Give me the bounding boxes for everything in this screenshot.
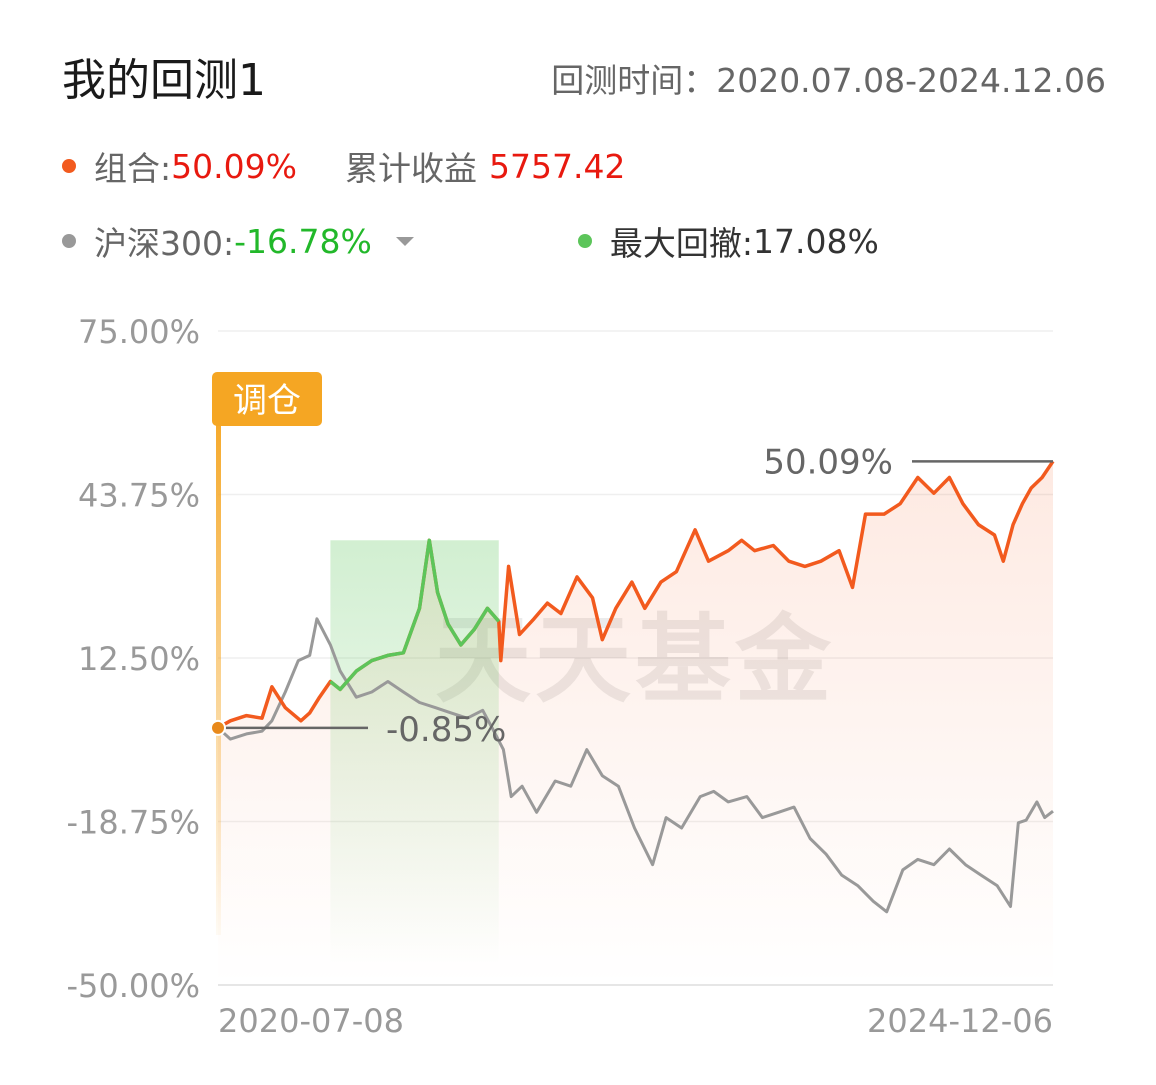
y-tick-label: 75.00% xyxy=(78,313,200,351)
start-point-dot xyxy=(210,719,226,736)
portfolio-value: 50.09% xyxy=(171,146,297,186)
drawdown-label: 最大回撤: xyxy=(609,224,753,263)
legend-row-benchmark: 沪深300: -16.78% 最大回撤: 17.08% xyxy=(62,217,879,265)
start-value-label: -0.85% xyxy=(386,710,506,750)
end-value-label: 50.09% xyxy=(763,442,893,482)
legend-row-portfolio: 组合: 50.09% 累计收益 5757.42 xyxy=(62,142,625,190)
rebalance-tag xyxy=(212,372,322,426)
y-tick-label: 43.75% xyxy=(78,477,200,515)
x-tick-label: 2020-07-08 xyxy=(218,1002,404,1040)
y-tick-label: -50.00% xyxy=(66,967,200,1005)
rebalance-marker-bar xyxy=(216,400,221,935)
cumulative-label: 累计收益 xyxy=(344,149,477,188)
drawdown-dot-icon xyxy=(577,234,592,248)
benchmark-line xyxy=(216,617,1054,914)
backtest-range: 回测时间：2020.07.08-2024.12.06 xyxy=(551,54,1106,102)
y-tick-label: -18.75% xyxy=(66,804,200,842)
page-title: 我的回测1 xyxy=(62,55,266,106)
range-value: 2020.07.08-2024.12.06 xyxy=(716,61,1106,100)
benchmark-dropdown-caret-icon[interactable] xyxy=(395,236,414,246)
range-label: 回测时间： xyxy=(551,61,717,100)
max-drawdown-band xyxy=(330,540,499,965)
rebalance-tag-label: 调仓 xyxy=(233,381,301,421)
drawdown-value: 17.08% xyxy=(752,221,879,261)
benchmark-dot-icon xyxy=(62,234,76,248)
y-tick-label: 12.50% xyxy=(78,640,200,678)
cumulative-value: 5757.42 xyxy=(488,146,626,186)
x-tick-label: 2024-12-06 xyxy=(867,1002,1053,1040)
max-drawdown-line xyxy=(329,538,501,692)
benchmark-value: -16.78% xyxy=(234,221,372,261)
portfolio-dot-icon xyxy=(62,159,76,173)
portfolio-label: 组合: xyxy=(94,149,172,188)
benchmark-label: 沪深300: xyxy=(94,224,235,263)
